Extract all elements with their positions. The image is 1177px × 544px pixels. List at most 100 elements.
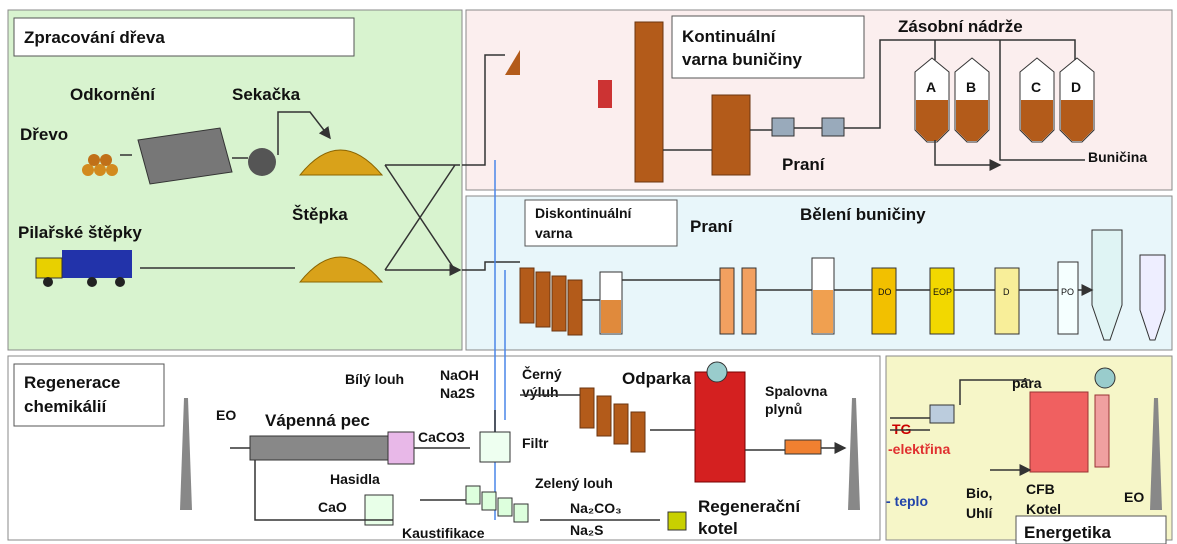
wood-panel bbox=[7, 9, 463, 351]
title: Kontinuální bbox=[682, 27, 777, 46]
label: CaO bbox=[318, 499, 347, 515]
digester bbox=[634, 21, 664, 183]
bleach-tower bbox=[871, 267, 897, 335]
storage-tower bbox=[1139, 254, 1166, 341]
tank bbox=[667, 511, 687, 531]
tank-fill bbox=[1061, 100, 1093, 141]
label: Černý bbox=[522, 365, 562, 382]
stage-label: EOP bbox=[933, 287, 952, 297]
label: Na₂S bbox=[570, 522, 603, 538]
evaporators bbox=[579, 387, 646, 453]
lime-kiln bbox=[249, 435, 391, 461]
label: - teplo bbox=[886, 493, 928, 509]
title: chemikálií bbox=[24, 397, 107, 416]
label: Spalovna bbox=[765, 383, 827, 399]
heat-exchanger bbox=[1094, 394, 1110, 468]
chip-bin bbox=[505, 50, 520, 75]
label: Sekačka bbox=[232, 85, 301, 104]
label: Pilařské štěpky bbox=[18, 223, 142, 242]
label: CaCO3 bbox=[418, 429, 465, 445]
label: Filtr bbox=[522, 435, 549, 451]
tower bbox=[741, 267, 757, 335]
truck bbox=[35, 250, 132, 287]
label: Štěpka bbox=[292, 205, 348, 224]
storage-tower bbox=[1091, 229, 1123, 341]
title-box bbox=[524, 199, 678, 247]
bleach-tower bbox=[994, 267, 1020, 335]
label: Buničina bbox=[1088, 149, 1147, 165]
chimney bbox=[1150, 398, 1162, 510]
label: Bílý louh bbox=[345, 371, 404, 387]
tank-fill bbox=[956, 100, 988, 141]
chipper bbox=[248, 148, 276, 176]
recovery-boiler bbox=[694, 371, 746, 483]
energy-panel bbox=[885, 355, 1173, 541]
kiln-section bbox=[387, 431, 415, 465]
stage-label: PO bbox=[1061, 287, 1074, 297]
title-box bbox=[671, 15, 865, 79]
label: Dřevo bbox=[20, 125, 68, 144]
chip-pile bbox=[298, 256, 384, 283]
title: varna buničiny bbox=[682, 50, 803, 69]
label: Kotel bbox=[1026, 501, 1061, 517]
label: Na2S bbox=[440, 385, 475, 401]
tank-fill bbox=[916, 100, 948, 141]
title: Diskontinuální bbox=[535, 205, 633, 221]
title: Energetika bbox=[1024, 523, 1111, 542]
label: EO bbox=[1124, 489, 1144, 505]
causticizers bbox=[465, 485, 529, 523]
tank-fill bbox=[1021, 100, 1053, 141]
wash-tank bbox=[711, 94, 751, 176]
stage-label: D bbox=[1003, 287, 1010, 297]
label: Na₂CO₃ bbox=[570, 500, 622, 516]
label: Kaustifikace bbox=[402, 525, 485, 541]
title-box bbox=[13, 363, 165, 427]
stage-label: DO bbox=[878, 287, 892, 297]
label: Praní bbox=[782, 155, 826, 174]
title-box bbox=[13, 17, 355, 57]
title: varna bbox=[535, 225, 573, 241]
steam-drum bbox=[1094, 367, 1116, 389]
label: Uhlí bbox=[966, 505, 994, 521]
label: Regenerační bbox=[698, 497, 801, 516]
title: Zpracování dřeva bbox=[24, 28, 165, 47]
bleach-tower bbox=[929, 267, 955, 335]
label: pára bbox=[1012, 375, 1042, 391]
tank-label: D bbox=[1071, 79, 1081, 95]
label: Bělení buničiny bbox=[800, 205, 926, 224]
debarking-drum bbox=[137, 127, 233, 185]
label: Odkornění bbox=[70, 85, 156, 104]
steam-drum bbox=[706, 361, 728, 383]
turbine bbox=[929, 404, 955, 424]
label: Zásobní nádrže bbox=[898, 17, 1023, 36]
label: kotel bbox=[698, 519, 738, 538]
label: CFB bbox=[1026, 481, 1055, 497]
title-box bbox=[1015, 515, 1167, 544]
tank-fill bbox=[601, 300, 621, 333]
label: TG bbox=[892, 421, 912, 437]
label: výluh bbox=[522, 384, 559, 400]
bleach-tower bbox=[1057, 261, 1079, 335]
chimney bbox=[180, 398, 192, 510]
label: Odparka bbox=[622, 369, 692, 388]
tower bbox=[719, 267, 735, 335]
logs bbox=[82, 154, 118, 176]
label: EO bbox=[216, 407, 236, 423]
batch-digesters bbox=[519, 267, 583, 336]
washer bbox=[771, 117, 795, 137]
label: NaOH bbox=[440, 367, 479, 383]
label: Bio, bbox=[966, 485, 992, 501]
chip-pile bbox=[298, 149, 384, 176]
label: Hasidla bbox=[330, 471, 380, 487]
incinerator bbox=[784, 439, 822, 455]
label: -elektřina bbox=[888, 441, 950, 457]
label: Zelený louh bbox=[535, 475, 613, 491]
cfb-boiler bbox=[1029, 391, 1089, 473]
tank-label: B bbox=[966, 79, 976, 95]
label: Vápenná pec bbox=[265, 411, 370, 430]
label: plynů bbox=[765, 401, 802, 417]
label: Praní bbox=[690, 217, 734, 236]
tank-label: A bbox=[926, 79, 936, 95]
title: Regenerace bbox=[24, 373, 120, 392]
